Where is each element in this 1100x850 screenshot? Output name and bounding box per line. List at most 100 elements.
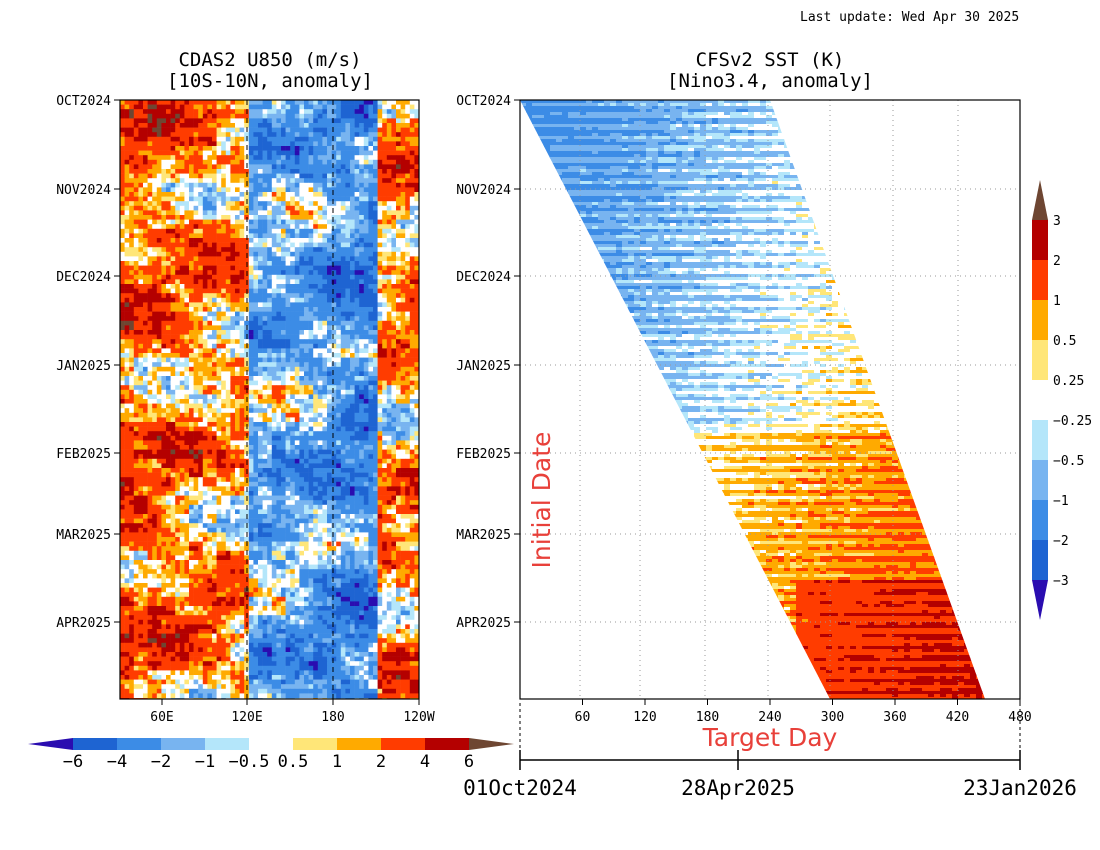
u850-cell — [317, 408, 323, 414]
u850-cell — [354, 357, 360, 363]
u850-cell — [377, 353, 383, 358]
u850-cell — [294, 270, 300, 276]
u850-cell — [299, 316, 305, 322]
u850-cell — [400, 417, 406, 423]
u850-cell — [239, 408, 245, 414]
u850-cell — [414, 307, 419, 312]
u850-cell — [327, 215, 332, 220]
u850-cell — [230, 159, 236, 165]
u850-cell — [285, 357, 291, 363]
u850-cell — [133, 274, 139, 280]
u850-cell — [308, 192, 314, 197]
u850-cell — [230, 440, 236, 446]
u850-cell — [129, 256, 135, 262]
u850-cell — [336, 274, 342, 280]
u850-cell — [147, 403, 153, 409]
u850-cell — [235, 238, 240, 243]
u850-cell — [120, 155, 125, 161]
u850-cell — [359, 270, 365, 276]
u850-cell — [244, 132, 250, 138]
u850-cell — [271, 445, 277, 450]
u850-cell — [317, 343, 323, 349]
u850-cell — [133, 348, 139, 354]
u850-cell — [184, 265, 190, 271]
u850-cell — [354, 219, 360, 225]
u850-cell — [129, 242, 135, 248]
u850-cell — [405, 109, 411, 115]
u850-cell — [202, 224, 208, 230]
u850-cell — [248, 224, 254, 230]
u850-cell — [317, 366, 323, 372]
u850-cell — [409, 210, 415, 216]
u850-cell — [133, 302, 139, 308]
u850-cell — [281, 297, 286, 303]
u850-cell — [281, 403, 286, 409]
u850-cell — [290, 118, 296, 124]
u850-cell — [359, 141, 365, 147]
u850-cell — [143, 412, 148, 418]
u850-cell — [368, 215, 374, 220]
u850-cell — [129, 192, 135, 197]
u850-cell — [290, 192, 296, 197]
u850-cell — [133, 233, 139, 239]
u850-cell — [120, 307, 125, 312]
u850-cell — [405, 325, 411, 331]
u850-cell — [156, 196, 162, 202]
u850-cell — [327, 371, 332, 377]
u850-cell — [285, 371, 291, 377]
u850-cell — [382, 417, 388, 423]
u850-cell — [193, 187, 199, 193]
u850-cell — [235, 297, 240, 303]
u850-cell — [340, 219, 346, 225]
u850-cell — [409, 399, 415, 404]
u850-cell — [189, 141, 194, 147]
u850-cell — [124, 445, 130, 450]
u850-cell — [281, 408, 286, 414]
u850-cell — [405, 123, 411, 128]
u850-cell — [373, 362, 378, 368]
u850-cell — [239, 435, 245, 441]
u850-cell — [152, 353, 158, 358]
u850-cell — [138, 449, 144, 455]
u850-cell — [212, 320, 217, 326]
u850-cell — [147, 155, 153, 161]
u850-cell — [396, 136, 401, 142]
u850-cell — [230, 307, 236, 312]
u850-cell — [294, 330, 300, 335]
u850-cell — [166, 173, 171, 179]
u850-cell — [124, 141, 130, 147]
u850-cell — [322, 274, 328, 280]
u850-cell — [267, 238, 273, 243]
u850-cell — [175, 136, 181, 142]
u850-cell — [262, 164, 268, 170]
u850-cell — [170, 127, 176, 133]
u850-cell — [294, 182, 300, 188]
u850-cell — [377, 159, 383, 165]
u850-cell — [230, 256, 236, 262]
u850-cell — [189, 417, 194, 423]
u850-cell — [235, 256, 240, 262]
u850-cell — [409, 109, 415, 115]
u850-cell — [166, 274, 171, 280]
u850-cell — [304, 330, 309, 335]
u850-cell — [258, 302, 263, 308]
u850-cell — [225, 169, 231, 174]
u850-cell — [120, 325, 125, 331]
u850-cell — [299, 385, 305, 391]
u850-cell — [405, 256, 411, 262]
u850-cell — [225, 394, 231, 400]
u850-cell — [322, 362, 328, 368]
u850-cell — [207, 205, 213, 211]
u850-cell — [276, 330, 282, 335]
u850-cell — [414, 426, 419, 432]
u850-cell — [327, 219, 332, 225]
u850-cell — [276, 353, 282, 358]
u850-cell — [391, 178, 397, 184]
u850-cell — [225, 242, 231, 248]
u850-cell — [345, 426, 351, 432]
u850-cell — [189, 435, 194, 441]
u850-cell — [248, 403, 254, 409]
u850-cell — [345, 164, 351, 170]
u850-cell — [290, 412, 296, 418]
u850-cell — [175, 371, 181, 377]
